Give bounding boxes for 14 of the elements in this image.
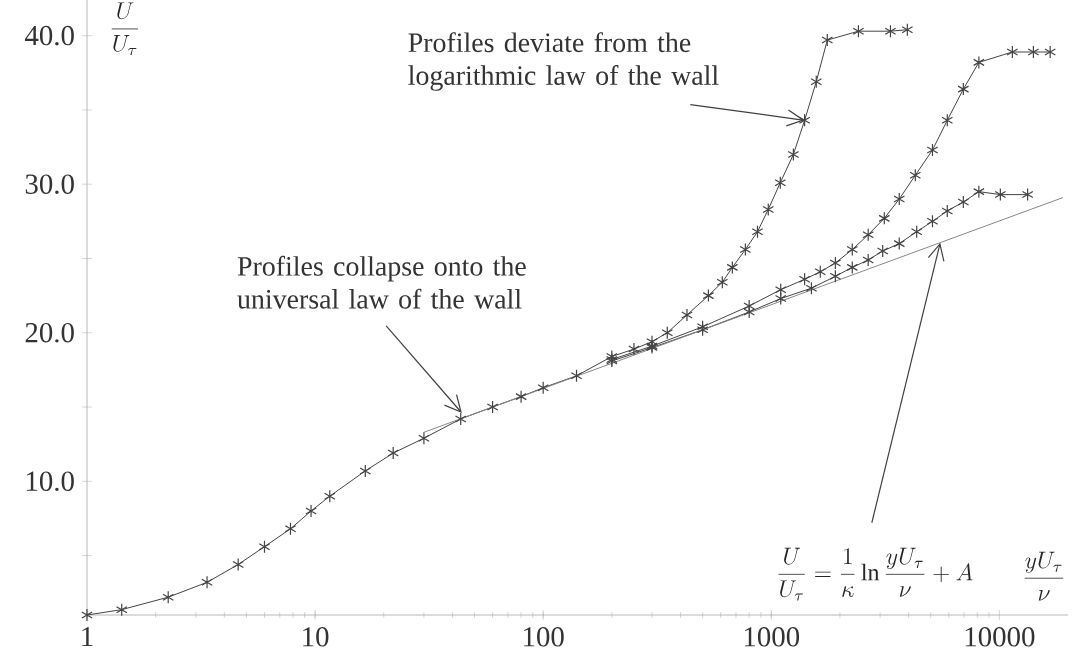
x-tick-label: 1000 (744, 627, 800, 647)
x-tick-label: 10 (303, 627, 329, 647)
x-axis-title: $\frac{yU_\tau}{\nu}$ (1024, 551, 1064, 601)
text: $\frac{U}{U_\tau} = \frac{1}{\kappa}\ln\frac{yU_\tau}{\nu} + A$ (778, 547, 973, 601)
y-tick-label: 40.0 (24, 25, 74, 46)
x-tick-label: 1 (82, 627, 93, 647)
x-tick-label: 100 (524, 627, 564, 647)
annotation: Profiles deviate from the logarithmic law of the wall (408, 32, 719, 91)
y-tick-label: 20.0 (25, 322, 74, 343)
y-tick-label: 10.0 (26, 471, 74, 492)
annotation: Profiles collapse onto the universal law of the wall (237, 255, 526, 309)
x-tick-label: 10000 (965, 627, 1035, 647)
y-axis-title: $\frac{U}{U_\tau}$ (111, 2, 139, 56)
y-tick-label: 30.0 (25, 174, 74, 194)
